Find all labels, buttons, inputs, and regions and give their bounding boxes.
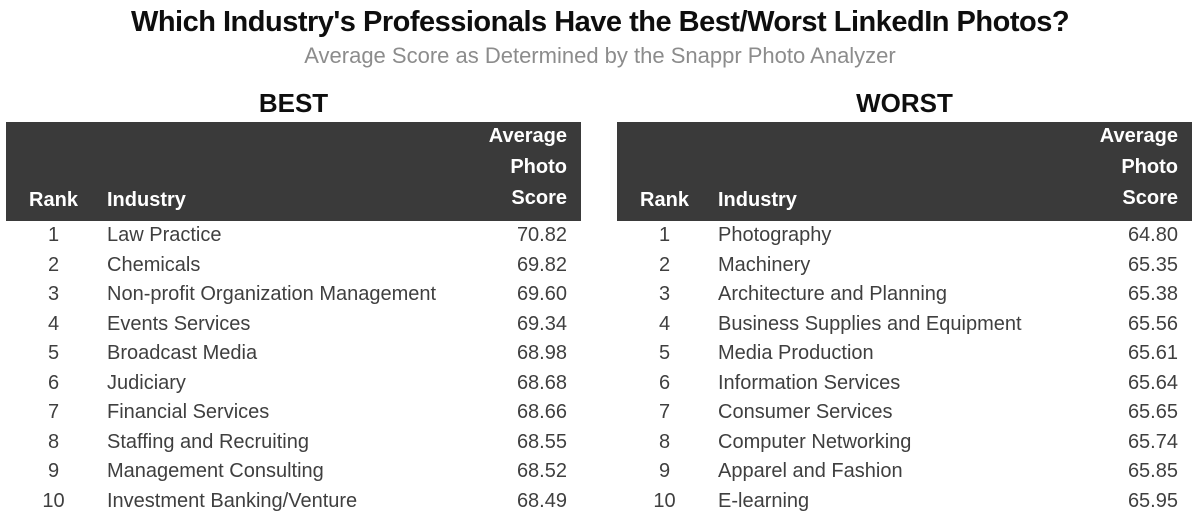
- industry-column-header: Industry: [107, 189, 186, 212]
- rank-cell: 7: [47, 401, 60, 424]
- rank-cell: 10: [653, 489, 676, 512]
- table-row: 10 E-learning 65.95: [617, 487, 1192, 517]
- score-cell: 65.64: [1127, 371, 1178, 394]
- table-row: 1 Photography 64.80: [617, 221, 1192, 251]
- score-cell: 68.68: [516, 371, 567, 394]
- industry-cell: Financial Services: [107, 401, 270, 424]
- rank-column-header: Rank: [29, 189, 78, 212]
- industry-cell: Business Supplies and Equipment: [718, 312, 1022, 335]
- score-cell: 64.80: [1127, 224, 1178, 247]
- table-row: 1 Law Practice 70.82: [6, 221, 581, 251]
- industry-cell: Architecture and Planning: [718, 283, 948, 306]
- rank-cell: 2: [47, 253, 60, 276]
- table-row: 6 Information Services 65.64: [617, 369, 1192, 399]
- industry-cell: Consumer Services: [718, 401, 893, 424]
- table-row: 2 Chemicals 69.82: [6, 251, 581, 281]
- rank-cell: 5: [47, 342, 60, 365]
- rank-cell: 6: [658, 371, 671, 394]
- industry-column-header: Industry: [718, 189, 797, 212]
- score-cell: 69.60: [516, 283, 567, 306]
- worst-table-caption: WORST: [856, 88, 953, 119]
- table-row: 8 Computer Networking 65.74: [617, 428, 1192, 458]
- rank-cell: 3: [658, 283, 671, 306]
- score-cell: 65.35: [1127, 253, 1178, 276]
- table-row: 7 Financial Services 68.66: [6, 398, 581, 428]
- score-cell: 65.56: [1127, 312, 1178, 335]
- table-row: 2 Machinery 65.35: [617, 251, 1192, 281]
- table-row: 3 Architecture and Planning 65.38: [617, 280, 1192, 310]
- industry-cell: Non-profit Organization Management: [107, 283, 437, 306]
- industry-cell: Chemicals: [107, 253, 201, 276]
- industry-cell: Events Services: [107, 312, 251, 335]
- table-row: 8 Staffing and Recruiting 68.55: [6, 428, 581, 458]
- worst-table-body: 1 Photography 64.80 2 Machinery 65.35 3 …: [617, 221, 1192, 516]
- table-row: 9 Management Consulting 68.52: [6, 457, 581, 487]
- score-cell: 69.34: [516, 312, 567, 335]
- score-cell: 68.98: [516, 342, 567, 365]
- page-subtitle: Average Score as Determined by the Snapp…: [304, 42, 896, 68]
- tables-container: BEST Rank Industry Average Photo Score 1…: [0, 88, 1200, 516]
- industry-cell: Judiciary: [107, 371, 186, 394]
- score-cell: 65.61: [1127, 342, 1178, 365]
- table-row: 6 Judiciary 68.68: [6, 369, 581, 399]
- industry-cell: Photography: [718, 224, 832, 247]
- best-table-caption: BEST: [258, 88, 329, 119]
- table-row: 9 Apparel and Fashion 65.85: [617, 457, 1192, 487]
- score-cell: 68.52: [516, 460, 567, 483]
- worst-table: WORST Rank Industry Average Photo Score …: [617, 88, 1192, 516]
- table-row: 4 Business Supplies and Equipment 65.56: [617, 310, 1192, 340]
- score-column-header: Average Photo Score: [488, 125, 567, 210]
- industry-cell: Computer Networking: [718, 430, 912, 453]
- industry-cell: Broadcast Media: [107, 342, 258, 365]
- best-table-body: 1 Law Practice 70.82 2 Chemicals 69.82 3…: [6, 221, 581, 516]
- rank-cell: 1: [47, 224, 60, 247]
- score-cell: 68.55: [516, 430, 567, 453]
- table-row: 5 Broadcast Media 68.98: [6, 339, 581, 369]
- worst-table-header: Rank Industry Average Photo Score: [617, 122, 1192, 222]
- industry-cell: Law Practice: [107, 224, 222, 247]
- table-row: 7 Consumer Services 65.65: [617, 398, 1192, 428]
- rank-cell: 5: [658, 342, 671, 365]
- industry-cell: Apparel and Fashion: [718, 460, 903, 483]
- rank-cell: 8: [658, 430, 671, 453]
- industry-cell: Information Services: [718, 371, 901, 394]
- industry-cell: E-learning: [718, 489, 810, 512]
- table-row: 5 Media Production 65.61: [617, 339, 1192, 369]
- rank-cell: 9: [658, 460, 671, 483]
- score-cell: 68.66: [516, 401, 567, 424]
- table-row: 3 Non-profit Organization Management 69.…: [6, 280, 581, 310]
- rank-cell: 6: [47, 371, 60, 394]
- score-cell: 65.65: [1127, 401, 1178, 424]
- rank-cell: 4: [658, 312, 671, 335]
- table-row: 4 Events Services 69.34: [6, 310, 581, 340]
- score-cell: 70.82: [516, 224, 567, 247]
- rank-cell: 4: [47, 312, 60, 335]
- rank-cell: 9: [47, 460, 60, 483]
- page-title: Which Industry's Professionals Have the …: [130, 6, 1070, 38]
- rank-cell: 10: [42, 489, 65, 512]
- score-cell: 65.95: [1127, 489, 1178, 512]
- industry-cell: Management Consulting: [107, 460, 324, 483]
- industry-cell: Investment Banking/Venture: [107, 489, 358, 512]
- rank-cell: 2: [658, 253, 671, 276]
- score-cell: 65.38: [1127, 283, 1178, 306]
- score-cell: 65.74: [1127, 430, 1178, 453]
- industry-cell: Machinery: [718, 253, 811, 276]
- rank-cell: 8: [47, 430, 60, 453]
- score-cell: 69.82: [516, 253, 567, 276]
- industry-cell: Staffing and Recruiting: [107, 430, 309, 453]
- score-column-header: Average Photo Score: [1099, 125, 1178, 210]
- rank-cell: 1: [658, 224, 671, 247]
- rank-cell: 7: [658, 401, 671, 424]
- score-cell: 68.49: [516, 489, 567, 512]
- rank-cell: 3: [47, 283, 60, 306]
- best-table-header: Rank Industry Average Photo Score: [6, 122, 581, 222]
- best-table: BEST Rank Industry Average Photo Score 1…: [6, 88, 581, 516]
- industry-cell: Media Production: [718, 342, 874, 365]
- rank-column-header: Rank: [640, 189, 689, 212]
- score-cell: 65.85: [1127, 460, 1178, 483]
- table-row: 10 Investment Banking/Venture 68.49: [6, 487, 581, 517]
